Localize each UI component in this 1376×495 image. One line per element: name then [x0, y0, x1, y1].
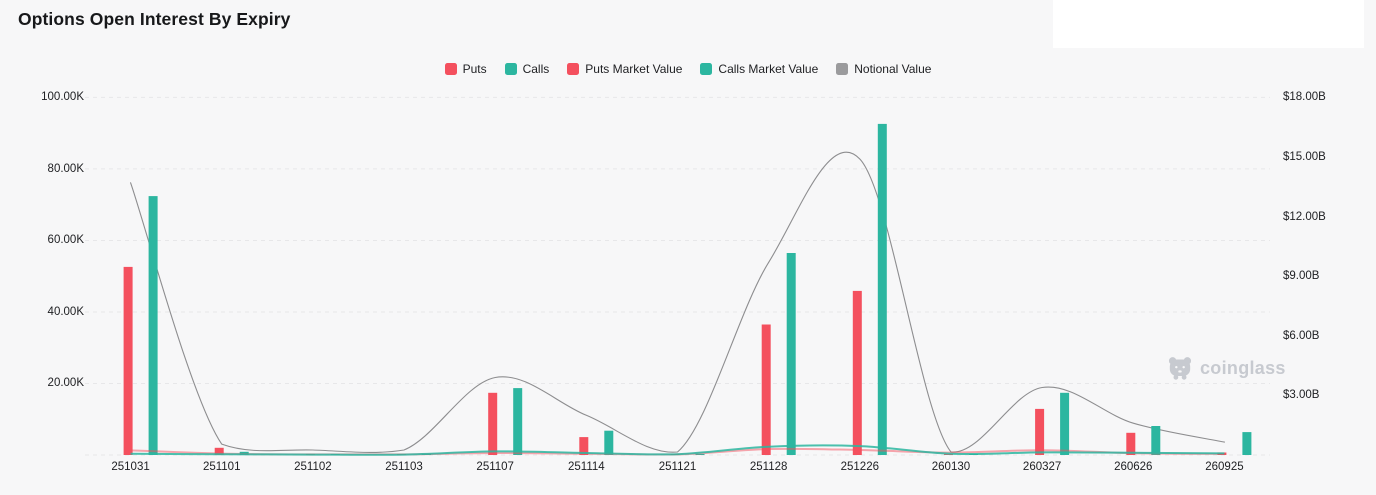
calls-bar-251031[interactable]: [148, 196, 158, 455]
x-tick-label-251101: 251101: [202, 461, 241, 473]
legend-swatch-calls: [504, 63, 517, 75]
x-tick-label-251102: 251102: [294, 461, 332, 473]
calls-bar-251107[interactable]: [513, 388, 523, 455]
legend-item-calls[interactable]: Calls: [504, 62, 550, 76]
puts-bar-251101[interactable]: [214, 447, 224, 455]
coinglass-logo-icon: [1168, 357, 1192, 380]
legend-swatch-puts-market-value: [567, 63, 580, 75]
x-tick-label-251226: 251226: [840, 461, 879, 473]
legend-label: Notional Value: [854, 62, 932, 76]
legend-item-puts[interactable]: Puts: [444, 62, 487, 76]
y-left-tick-label: 60.00K: [47, 234, 84, 247]
calls-bar-260925[interactable]: [1242, 432, 1252, 455]
toolbar-panel: [1053, 0, 1364, 48]
calls-bar-251128[interactable]: [786, 253, 796, 455]
x-tick-label-251103: 251103: [385, 461, 423, 473]
puts-bar-251114[interactable]: [579, 437, 589, 455]
x-tick-label-251031: 251031: [111, 461, 150, 473]
legend-label: Puts Market Value: [585, 62, 683, 76]
y-right-tick-label: $3.00B: [1283, 389, 1320, 402]
y-right-tick-label: $15.00B: [1283, 151, 1326, 163]
notional-value-line: [130, 151, 1225, 453]
x-tick-label-260130: 260130: [931, 461, 971, 473]
calls-bar-260327[interactable]: [1060, 392, 1070, 455]
chart-title: Options Open Interest By Expiry: [18, 9, 291, 29]
y-left-tick-label: 20.00K: [47, 377, 84, 390]
x-tick-label-260327: 260327: [1022, 461, 1062, 473]
legend-swatch-calls-market-value: [700, 63, 713, 75]
puts-bar-251226[interactable]: [852, 290, 862, 455]
calls-bar-251121[interactable]: [695, 454, 705, 455]
x-tick-label-260626: 260626: [1114, 461, 1153, 473]
puts-bar-251107[interactable]: [488, 392, 498, 455]
y-right-tick-label: $6.00B: [1283, 329, 1320, 342]
legend-swatch-puts: [444, 63, 457, 75]
legend-label: Calls Market Value: [718, 62, 819, 76]
calls-bar-251114[interactable]: [604, 430, 614, 455]
coinglass-watermark: coinglass: [1167, 355, 1286, 381]
calls-market-value-line: [130, 444, 1225, 456]
y-left-tick-label: 40.00K: [47, 305, 84, 318]
puts-bar-251128[interactable]: [761, 324, 771, 456]
calls-bar-251226[interactable]: [877, 123, 887, 456]
x-tick-label-251107: 251107: [476, 461, 514, 473]
calls-bar-260626[interactable]: [1151, 426, 1161, 455]
x-tick-label-251114: 251114: [568, 461, 605, 473]
puts-bar-260626[interactable]: [1126, 432, 1136, 455]
chart-legend: Puts Calls Puts Market Value Calls Market V…: [0, 62, 1376, 76]
legend-label: Puts: [462, 62, 487, 76]
legend-item-puts-market-value[interactable]: Puts Market Value: [567, 62, 682, 76]
y-right-tick-label: $12.00B: [1283, 210, 1326, 223]
y-left-tick-label: 100.00K: [41, 91, 84, 104]
coinglass-watermark-text: coinglass: [1200, 357, 1286, 378]
legend-swatch-notional-value: [836, 63, 849, 75]
x-tick-label-251121: 251121: [658, 461, 697, 473]
x-tick-label-260925: 260925: [1205, 461, 1244, 473]
puts-bar-251031[interactable]: [123, 266, 133, 455]
legend-item-notional-value[interactable]: Notional Value: [836, 62, 931, 76]
legend-item-calls-market-value[interactable]: Calls Market Value: [700, 62, 818, 76]
x-tick-label-251128: 251128: [749, 461, 788, 473]
y-right-tick-label: $9.00B: [1283, 270, 1320, 283]
y-right-tick-label: $18.00B: [1283, 91, 1326, 104]
puts-bar-260327[interactable]: [1035, 408, 1045, 455]
y-left-tick-label: 80.00K: [47, 162, 84, 175]
legend-label: Calls: [522, 62, 550, 76]
